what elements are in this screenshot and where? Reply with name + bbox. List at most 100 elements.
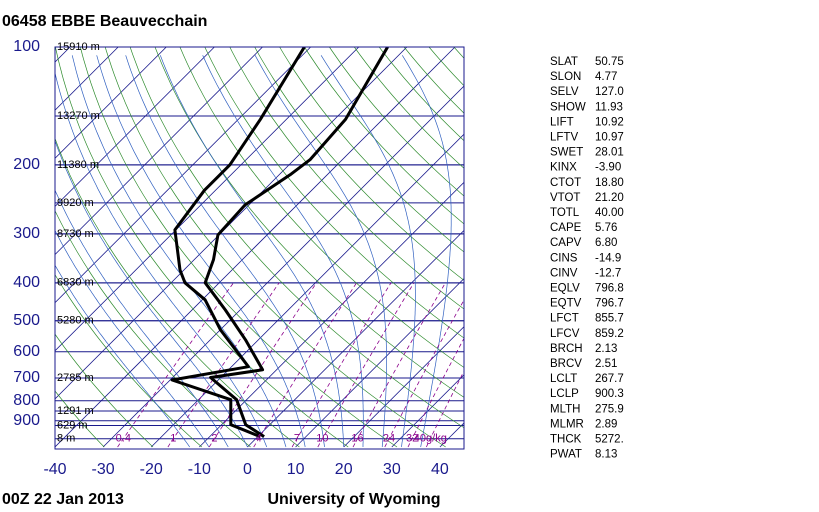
isotherm-extra: [55, 47, 167, 159]
isotherm: [150, 133, 464, 448]
parameter-value: 28.01: [595, 147, 624, 159]
parameter-name: SLAT: [550, 56, 578, 68]
dry-adiabat: [329, 47, 464, 197]
parameter-name: SELV: [550, 86, 579, 98]
parameter-value: 127.0: [595, 86, 624, 98]
parameter-value: 2.13: [595, 343, 617, 355]
mixing-ratio-label: 24: [383, 433, 395, 445]
height-label: 5280 m: [57, 315, 94, 327]
dry-adiabat: [55, 137, 300, 448]
parameter-name: CAPV: [550, 237, 582, 249]
isotherm-extra: [55, 47, 360, 352]
mixing-ratio-label: 40g/kg: [414, 433, 447, 445]
isotherm: [55, 47, 456, 448]
parameter-name: CINS: [550, 252, 578, 264]
height-label: 13270 m: [57, 110, 100, 122]
parameter-value: 855.7: [595, 313, 624, 325]
footer-source: University of Wyoming: [267, 491, 440, 508]
parameter-value: 796.7: [595, 298, 624, 310]
mixing-ratio-line: [407, 337, 464, 448]
mixing-ratio-line: [167, 282, 280, 448]
parameter-name: EQTV: [550, 298, 582, 310]
isotherm: [343, 326, 464, 448]
mixing-ratio-label: 16: [351, 433, 363, 445]
mixing-ratio-line: [208, 282, 317, 448]
height-label: 11380 m: [57, 159, 99, 171]
parameter-name: LFTV: [550, 132, 578, 144]
parameter-name: PWAT: [550, 449, 582, 461]
parameter-name: EQLV: [550, 283, 580, 295]
dry-adiabat: [129, 47, 464, 429]
mixing-ratio-label: 7: [294, 433, 300, 445]
parameter-name: LCLT: [550, 373, 577, 385]
x-tick-label: 40: [431, 461, 449, 478]
moist-adiabat: [71, 55, 287, 448]
parameter-name: SLON: [550, 71, 581, 83]
mixing-ratio-line: [291, 282, 392, 448]
mixing-ratio-line: [384, 299, 464, 448]
moist-adiabat: [55, 71, 268, 448]
moist-adiabat: [55, 229, 210, 448]
dry-adiabat: [104, 47, 446, 448]
height-label: 8 m: [57, 433, 75, 445]
dry-adiabat: [304, 47, 464, 225]
parameter-value: 18.80: [595, 177, 624, 189]
x-tick-label: 30: [383, 461, 401, 478]
parameter-name: MLMR: [550, 418, 584, 430]
moist-adiabat: [202, 55, 364, 447]
y-tick-label: 500: [13, 312, 40, 329]
mixing-ratio-line: [117, 282, 234, 448]
y-tick-label: 600: [13, 343, 40, 360]
parameter-value: 50.75: [595, 56, 624, 68]
parameter-value: 5272.: [595, 434, 624, 446]
dry-adiabat: [154, 47, 464, 398]
parameter-value: 10.97: [595, 132, 624, 144]
parameter-value: 6.80: [595, 237, 617, 249]
isotherm-extra: [55, 47, 311, 304]
height-label: 1291 m: [57, 405, 94, 417]
parameter-value: 5.76: [595, 222, 617, 234]
parameter-value: 859.2: [595, 328, 624, 340]
y-tick-label: 400: [13, 274, 40, 291]
moist-adiabat: [159, 55, 345, 447]
mixing-ratio-line: [253, 282, 357, 448]
mixing-ratio-label: 2: [211, 433, 217, 445]
isotherm: [247, 229, 464, 448]
parameter-value: 275.9: [595, 403, 624, 415]
y-tick-label: 200: [13, 156, 40, 173]
parameter-value: 796.8: [595, 283, 624, 295]
x-tick-label: -20: [140, 461, 163, 478]
parameter-name: SHOW: [550, 101, 586, 113]
plot-frame: [54, 46, 465, 450]
height-label: 2785 m: [57, 372, 94, 384]
profile-line: [170, 47, 306, 438]
parameter-name: KINX: [550, 162, 577, 174]
moist-adiabat: [55, 264, 190, 448]
dry-adiabat: [378, 47, 464, 142]
x-tick-label: 10: [287, 461, 305, 478]
dry-adiabat: [354, 47, 464, 169]
moist-adiabat: [96, 55, 306, 448]
dry-adiabat: [229, 47, 464, 310]
parameter-value: 2.51: [595, 358, 617, 370]
isotherm: [391, 374, 464, 448]
dry-adiabat: [55, 273, 203, 448]
plot-area: [55, 47, 464, 448]
dry-adiabat: [55, 47, 349, 448]
parameter-name: BRCV: [550, 358, 582, 370]
parameter-value: 4.77: [595, 71, 617, 83]
mixing-ratio-label: 1: [170, 433, 176, 445]
dry-adiabat: [79, 47, 398, 448]
parameter-name: LCLP: [550, 388, 579, 400]
x-tick-label: -30: [92, 461, 115, 478]
parameter-value: -3.90: [595, 162, 621, 174]
x-tick-label: 20: [335, 461, 353, 478]
height-label: 9920 m: [57, 197, 94, 209]
isotherm-extra: [55, 47, 215, 207]
dry-adiabat: [204, 47, 464, 339]
mixing-ratio-label: 4: [256, 433, 262, 445]
dry-adiabat: [179, 47, 464, 368]
parameter-value: 8.13: [595, 449, 617, 461]
parameter-value: -14.9: [595, 252, 621, 264]
